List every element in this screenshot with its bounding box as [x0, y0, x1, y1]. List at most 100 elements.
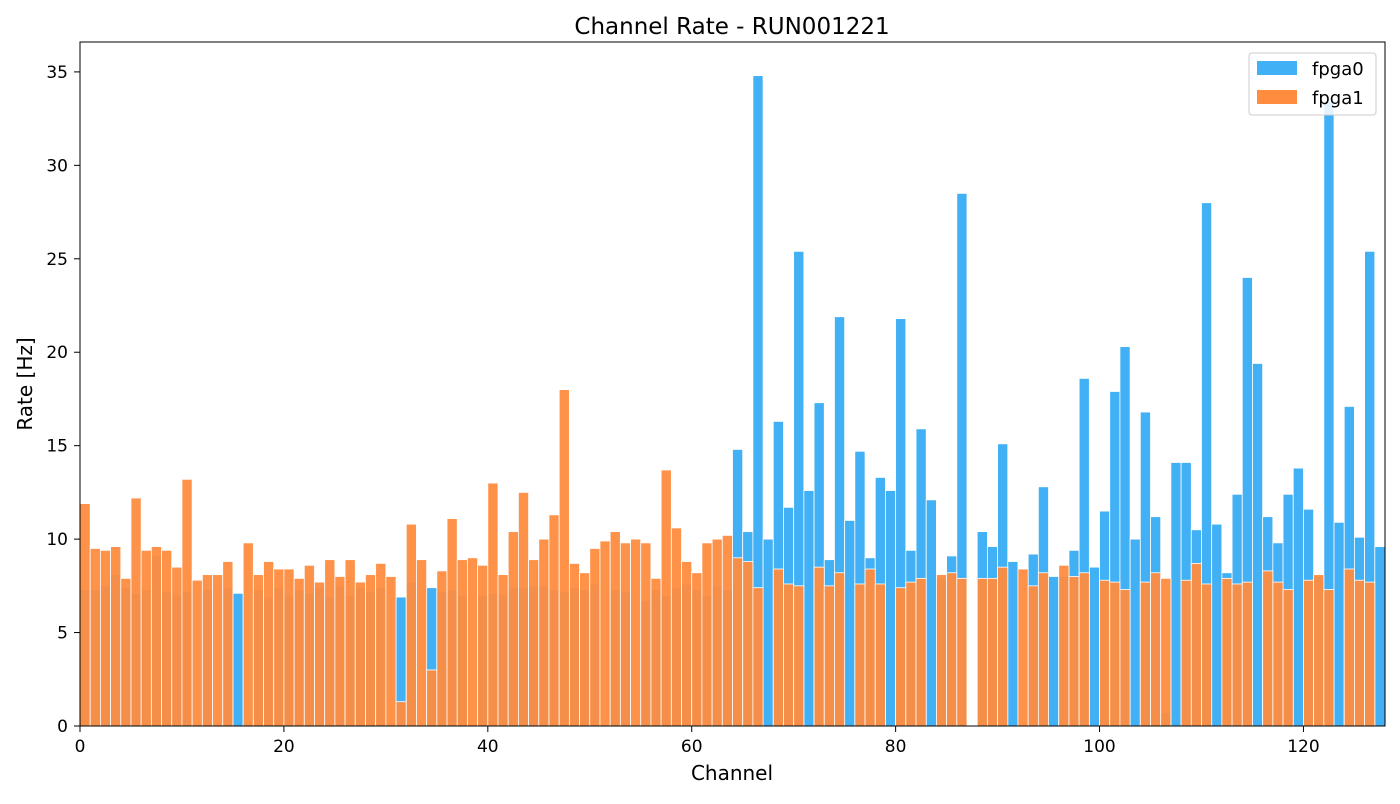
bar-fpga1-ch78 [874, 583, 886, 727]
y-tick-label: 25 [46, 250, 68, 270]
bar-fpga1-ch31 [395, 701, 407, 727]
bar-fpga1-ch51 [599, 540, 611, 727]
bar-fpga1-ch34 [426, 669, 438, 727]
bar-fpga1-ch86 [956, 577, 968, 727]
bar-fpga0-ch71 [803, 490, 815, 727]
bar-fpga1-ch37 [456, 559, 468, 727]
bar-fpga1-ch8 [161, 549, 173, 727]
bar-fpga0-ch75 [844, 520, 856, 727]
bar-fpga1-ch74 [834, 572, 846, 727]
bar-fpga1-ch2 [99, 549, 111, 727]
bar-fpga0-ch103 [1129, 538, 1141, 727]
bar-fpga1-ch43 [517, 491, 529, 727]
bar-fpga1-ch109 [1190, 563, 1202, 727]
bar-fpga1-ch21 [293, 577, 305, 727]
bar-fpga1-ch81 [905, 581, 917, 727]
bar-fpga1-ch90 [997, 566, 1009, 727]
bar-fpga1-ch53 [619, 542, 631, 727]
bar-fpga1-ch20 [283, 568, 295, 727]
bar-fpga0-ch91 [1007, 561, 1019, 727]
bar-fpga1-ch106 [1160, 577, 1172, 727]
bar-fpga1-ch18 [263, 561, 275, 727]
bar-fpga1-ch108 [1180, 579, 1192, 727]
bar-fpga1-ch40 [487, 482, 499, 727]
bar-fpga0-ch115 [1252, 363, 1264, 727]
legend-label-fpga1: fpga1 [1312, 88, 1364, 109]
bar-fpga1-ch66 [752, 587, 764, 727]
bar-fpga1-ch13 [212, 574, 224, 727]
bar-fpga1-ch70 [793, 585, 805, 727]
bar-fpga1-ch58 [670, 527, 682, 727]
bar-fpga1-ch62 [711, 538, 723, 727]
y-tick-label: 10 [46, 530, 68, 550]
bar-fpga1-ch97 [1068, 576, 1080, 727]
x-tick-label: 120 [1287, 737, 1319, 757]
bar-fpga1-ch124 [1343, 568, 1355, 727]
bar-fpga1-ch92 [1017, 568, 1029, 727]
bar-fpga1-ch48 [568, 563, 580, 727]
bar-fpga1-ch89 [986, 577, 998, 727]
bar-fpga1-ch35 [436, 570, 448, 727]
bar-fpga0-ch127 [1374, 546, 1386, 727]
bar-fpga1-ch117 [1272, 581, 1284, 727]
y-axis: 0 5 10 15 20 25 30 35 [46, 63, 80, 737]
bar-fpga1-ch63 [721, 534, 733, 727]
bar-fpga1-ch7 [150, 546, 162, 727]
x-tick-label: 20 [273, 737, 295, 757]
bar-fpga0-ch111 [1211, 523, 1223, 727]
bar-fpga1-ch57 [660, 469, 672, 727]
bar-fpga1-ch120 [1303, 579, 1315, 727]
legend-swatch-fpga0 [1257, 61, 1297, 75]
bar-fpga1-ch72 [813, 566, 825, 727]
bar-fpga0-ch107 [1170, 462, 1182, 727]
bar-fpga1-ch28 [365, 574, 377, 727]
y-tick-label: 5 [57, 624, 68, 644]
bar-fpga1-ch56 [650, 577, 662, 727]
x-axis-label: Channel [691, 761, 773, 785]
bar-fpga0-ch67 [762, 538, 774, 727]
bar-fpga1-ch0 [79, 503, 91, 727]
bar-fpga1-ch96 [1058, 564, 1070, 727]
bar-fpga1-ch47 [558, 389, 570, 727]
bar-fpga0-ch15 [232, 592, 244, 727]
x-tick-label: 80 [885, 737, 907, 757]
bar-fpga0-ch83 [925, 499, 937, 727]
plot-frame [79, 41, 1386, 727]
bar-fpga1-ch5 [130, 497, 142, 727]
bar-fpga1-ch82 [915, 577, 927, 727]
bar-fpga1-ch121 [1313, 574, 1325, 727]
bar-fpga1-ch126 [1364, 581, 1376, 727]
y-tick-label: 15 [46, 437, 68, 457]
y-tick-label: 0 [57, 717, 68, 737]
bar-fpga1-ch116 [1262, 570, 1274, 727]
bar-fpga1-ch94 [1037, 572, 1049, 727]
bar-fpga1-ch10 [181, 478, 193, 727]
legend: fpga0 fpga1 [1248, 52, 1377, 116]
bar-fpga1-ch14 [222, 561, 234, 727]
bar-fpga1-ch50 [589, 548, 601, 727]
bar-fpga0-ch119 [1292, 467, 1304, 727]
bar-fpga1-ch112 [1221, 577, 1233, 727]
bar-fpga0-ch99 [1088, 566, 1100, 727]
bar-fpga1-ch114 [1241, 581, 1253, 727]
bar-fpga1-ch104 [1139, 581, 1151, 727]
bar-fpga0-ch95 [1048, 576, 1060, 727]
bar-fpga1-ch69 [783, 583, 795, 727]
bar-fpga1-ch55 [640, 542, 652, 727]
bar-fpga0-ch79 [885, 490, 897, 727]
bar-fpga1-ch73 [823, 585, 835, 727]
bar-fpga1-ch22 [303, 564, 315, 727]
bar-fpga1-ch16 [242, 542, 254, 727]
bar-fpga1-ch33 [416, 559, 428, 727]
bar-fpga1-ch113 [1231, 583, 1243, 727]
bar-fpga1-ch11 [191, 579, 203, 727]
bar-fpga1-ch65 [742, 561, 754, 727]
legend-label-fpga0: fpga0 [1312, 59, 1364, 80]
chart-title: Channel Rate - RUN001221 [574, 14, 889, 40]
bar-fpga1-ch59 [681, 561, 693, 727]
bar-fpga1-ch110 [1201, 583, 1213, 727]
bar-fpga1-ch36 [446, 518, 458, 727]
x-tick-label: 100 [1083, 737, 1115, 757]
bar-fpga1-ch17 [252, 574, 264, 727]
